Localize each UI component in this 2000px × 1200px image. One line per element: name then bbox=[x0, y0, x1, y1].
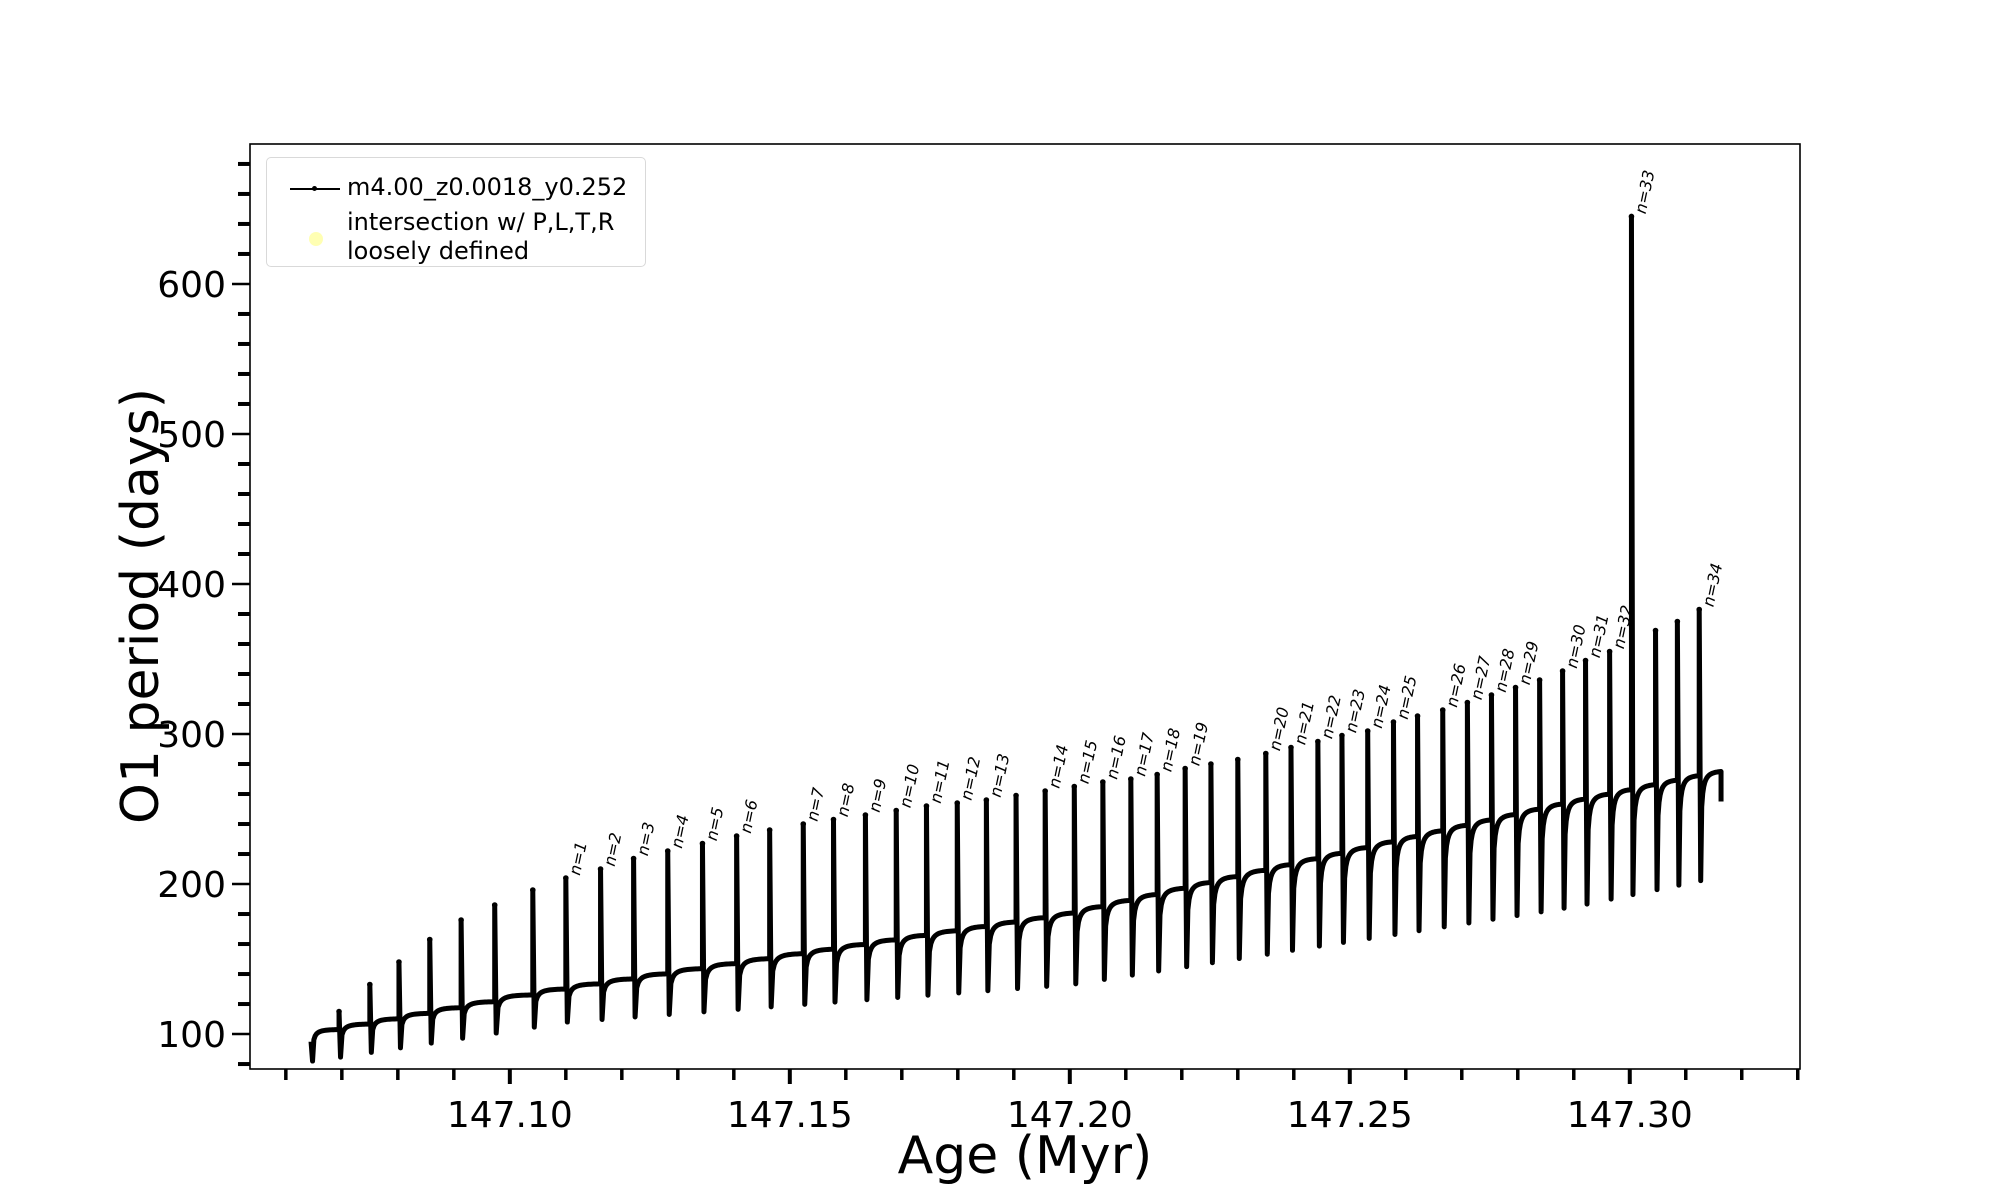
pulse-label: n=14 bbox=[1044, 743, 1072, 790]
legend-entry-model: m4.00_z0.0018_y0.252 bbox=[347, 173, 628, 201]
y-tick-label: 200 bbox=[157, 865, 226, 906]
x-tick-label: 147.20 bbox=[1007, 1095, 1133, 1136]
pulse-label: n=15 bbox=[1074, 738, 1102, 785]
plot-area: n=1 n=2 n=3 n=4 n=5 n=6 n=7 n=8 n=9 n=10 n=11 n=12 n… bbox=[308, 168, 1727, 1064]
spike-peak-point bbox=[563, 875, 569, 881]
x-tick-label: 147.10 bbox=[447, 1095, 573, 1136]
pulse-label: n=12 bbox=[957, 755, 985, 802]
legend: m4.00_z0.0018_y0.252 intersection w/ P,L… bbox=[266, 157, 646, 267]
spike-peak-point bbox=[664, 848, 671, 854]
legend-dot-marker bbox=[312, 186, 317, 191]
spike-peak-point bbox=[1182, 765, 1188, 772]
pulse-label: n=6 bbox=[736, 798, 762, 835]
pulse-label: n=34 bbox=[1699, 561, 1727, 608]
pulse-label: n=1 bbox=[565, 840, 591, 877]
spike-peak-point bbox=[1628, 213, 1635, 220]
y-tick-label: 100 bbox=[157, 1015, 226, 1056]
spike-peak-point bbox=[830, 816, 837, 823]
spike-peak-point bbox=[1208, 761, 1214, 767]
legend-entry-intersection-line2: loosely defined bbox=[347, 237, 530, 265]
spike-peak-point bbox=[800, 821, 807, 827]
spike-peak-point bbox=[426, 936, 433, 943]
spike-peak-point bbox=[983, 797, 990, 803]
pulse-label: n=21 bbox=[1290, 699, 1318, 746]
pulse-label: n=16 bbox=[1102, 734, 1130, 781]
spike-peak-point bbox=[1234, 756, 1241, 763]
pulse-label: n=11 bbox=[926, 758, 954, 805]
spike-peak-point bbox=[597, 866, 604, 872]
pulse-label: n=9 bbox=[865, 777, 891, 814]
x-axis-label: Age (Myr) bbox=[898, 1126, 1153, 1186]
spike-peak-point bbox=[1559, 668, 1566, 674]
pulse-label: n=10 bbox=[896, 762, 924, 809]
spike-peak-point bbox=[1674, 618, 1681, 625]
spike-peak-point bbox=[336, 1008, 342, 1015]
spike-peak-point bbox=[491, 902, 498, 908]
spike-peak-point bbox=[923, 803, 930, 809]
spike-peak-point bbox=[893, 807, 900, 814]
spike-peak-point bbox=[630, 855, 637, 862]
pulse-label: n=18 bbox=[1156, 726, 1184, 773]
legend-entry-intersection-line1: intersection w/ P,L,T,R bbox=[347, 208, 615, 236]
pulse-label: n=33 bbox=[1631, 168, 1659, 215]
spike-peak-point bbox=[1464, 699, 1471, 706]
y-tick-label: 400 bbox=[157, 565, 226, 606]
pulse-label: n=3 bbox=[633, 820, 659, 857]
spike-peak-point bbox=[766, 827, 773, 833]
y-tick-label: 500 bbox=[157, 415, 226, 456]
spike-peak-point bbox=[1100, 779, 1106, 785]
spike-peak-point bbox=[862, 812, 869, 818]
x-axis: 147.10 147.15 147.20 147.25 147.30 bbox=[284, 1069, 1800, 1136]
spike-peak-point bbox=[699, 840, 706, 847]
spike-peak-point bbox=[1128, 776, 1134, 782]
spike-peak-point bbox=[1390, 719, 1397, 725]
y-axis-label: O1 period (days) bbox=[111, 388, 171, 824]
pulse-label: n=7 bbox=[803, 785, 829, 823]
spike-peak-point bbox=[1488, 692, 1495, 698]
legend-circle-marker bbox=[309, 232, 323, 246]
spike-peak-point bbox=[1582, 657, 1589, 664]
spike-peak-point bbox=[1262, 750, 1269, 757]
spike-peak-point bbox=[1042, 788, 1048, 794]
pulse-label: n=19 bbox=[1184, 720, 1212, 767]
x-tick-label: 147.15 bbox=[727, 1095, 853, 1136]
pulse-label: n=24 bbox=[1367, 683, 1395, 730]
spike-peak-point bbox=[1071, 783, 1078, 790]
y-axis: 100 200 300 400 500 600 bbox=[157, 161, 250, 1067]
pulse-label: n=20 bbox=[1265, 705, 1293, 752]
spike-peak-point bbox=[733, 833, 740, 839]
spike-peak-point bbox=[367, 981, 373, 988]
spike-peak-point bbox=[1364, 728, 1371, 734]
spike-peak-point bbox=[529, 887, 536, 893]
spike-peak-point bbox=[1154, 771, 1160, 778]
spike-peak-point bbox=[1652, 627, 1659, 634]
spike-peak-point bbox=[396, 959, 402, 965]
spike-peak-point bbox=[1512, 684, 1519, 691]
pulse-label: n=2 bbox=[600, 831, 626, 868]
spike-peak-point bbox=[1013, 792, 1019, 799]
y-tick-label: 300 bbox=[157, 715, 226, 756]
spike-peak-point bbox=[1439, 707, 1446, 713]
spike-peak-point bbox=[1339, 732, 1345, 739]
x-tick-label: 147.25 bbox=[1287, 1095, 1413, 1136]
pulse-label: n=8 bbox=[833, 781, 859, 818]
pulse-label: n=4 bbox=[667, 813, 693, 850]
spike-peak-point bbox=[1414, 713, 1421, 719]
spike-peak-point bbox=[1315, 738, 1321, 745]
pulse-label: n=13 bbox=[986, 752, 1014, 799]
spike-peak-point bbox=[1606, 648, 1613, 655]
spike-peak-point bbox=[1536, 677, 1543, 683]
pulse-label: n=23 bbox=[1341, 687, 1369, 734]
pulse-label: n=5 bbox=[702, 805, 728, 842]
pulse-label: n=17 bbox=[1130, 730, 1158, 778]
axes-frame bbox=[249, 143, 1801, 1070]
spike-peak-point bbox=[954, 800, 961, 806]
spike-peak-point bbox=[458, 917, 464, 923]
spike-peak-point bbox=[1288, 744, 1294, 751]
spike-peak-point bbox=[1696, 606, 1703, 613]
series-line bbox=[308, 213, 1724, 1064]
x-tick-label: 147.30 bbox=[1567, 1095, 1693, 1136]
y-tick-label: 600 bbox=[157, 265, 226, 306]
